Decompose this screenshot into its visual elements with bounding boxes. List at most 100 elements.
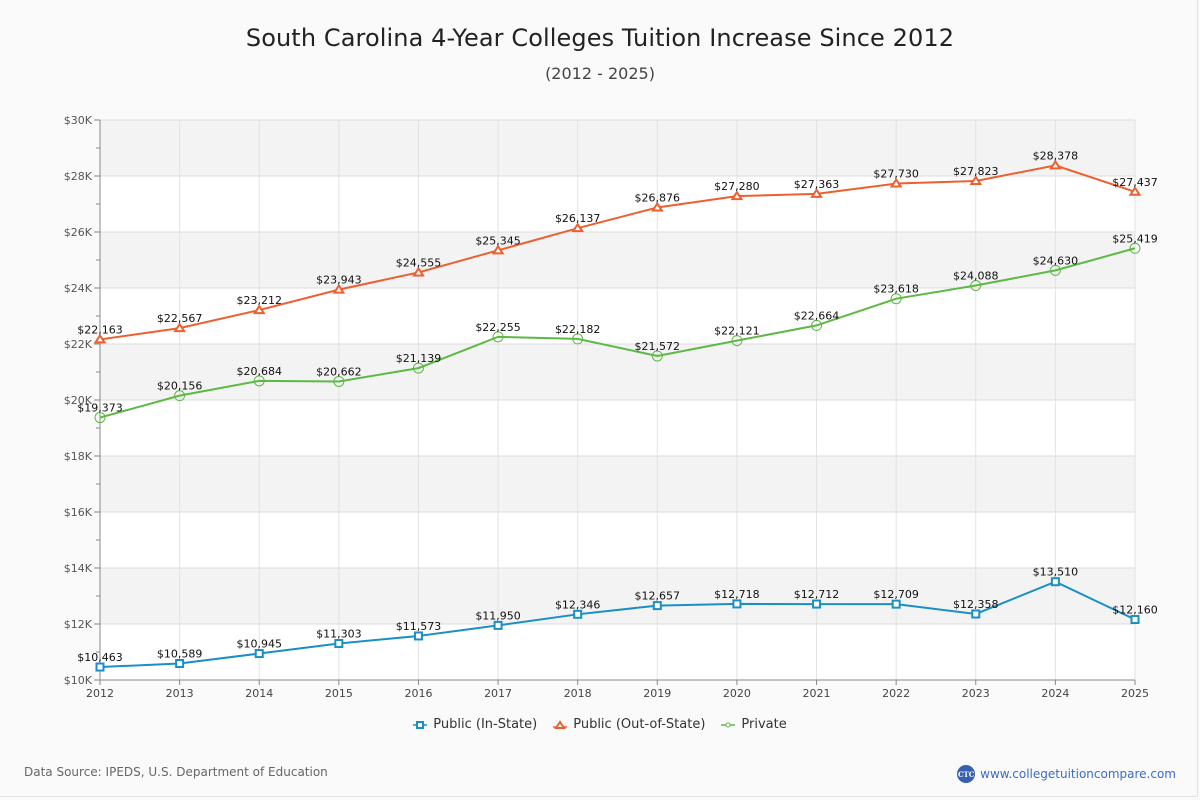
x-tick-label: 2020 (723, 687, 751, 700)
grid-band (100, 232, 1135, 288)
data-label: $26,137 (555, 212, 601, 225)
data-point-square[interactable] (1050, 577, 1060, 587)
y-tick-label: $14K (64, 562, 93, 575)
x-tick-label: 2019 (643, 687, 671, 700)
data-label: $12,358 (953, 598, 999, 611)
brand-link[interactable]: CTC www.collegetuitioncompare.com (957, 765, 1176, 783)
y-tick-label: $28K (64, 170, 93, 183)
data-point-square[interactable] (891, 599, 901, 609)
data-point-triangle[interactable] (412, 266, 425, 277)
x-tick-label: 2016 (404, 687, 432, 700)
x-tick-label: 2023 (962, 687, 990, 700)
y-tick-label: $26K (64, 226, 93, 239)
data-point-triangle[interactable] (1128, 185, 1142, 196)
y-tick-label: $22K (64, 338, 93, 351)
data-point-circle[interactable] (970, 280, 982, 292)
data-point-square[interactable] (971, 609, 981, 619)
data-point-circle[interactable] (572, 333, 584, 345)
data-label: $28,378 (1033, 149, 1079, 162)
data-point-triangle[interactable] (1049, 159, 1062, 170)
data-point-circle[interactable] (253, 375, 265, 387)
data-point-triangle[interactable] (969, 175, 983, 185)
data-label: $22,255 (475, 321, 521, 334)
data-point-triangle[interactable] (571, 222, 585, 233)
data-label: $22,163 (77, 323, 123, 336)
y-tick-label: $20K (64, 394, 93, 407)
data-point-triangle[interactable] (810, 187, 823, 198)
data-source: Data Source: IPEDS, U.S. Department of E… (24, 765, 328, 779)
data-point-circle[interactable] (492, 331, 504, 343)
data-label: $11,303 (316, 628, 362, 641)
series-line-public-out-of-state (99, 164, 1136, 341)
data-label: $20,662 (316, 365, 362, 378)
x-tick-label: 2012 (86, 687, 114, 700)
data-label: $19,373 (77, 402, 123, 415)
data-point-circle[interactable] (174, 390, 186, 402)
data-point-triangle[interactable] (332, 283, 346, 294)
data-point-circle[interactable] (890, 293, 902, 305)
data-label: $27,437 (1112, 176, 1158, 189)
legend-item-private[interactable]: Private (721, 717, 787, 732)
data-point-circle[interactable] (412, 362, 424, 374)
y-tick-label: $24K (64, 282, 93, 295)
data-point-circle[interactable] (94, 412, 106, 424)
data-point-square[interactable] (812, 599, 822, 609)
data-point-circle[interactable] (333, 375, 345, 387)
data-point-circle[interactable] (651, 350, 663, 362)
grid-band (100, 568, 1135, 624)
x-tick-label: 2018 (564, 687, 592, 700)
data-label: $27,280 (714, 180, 760, 193)
data-point-circle[interactable] (1049, 264, 1061, 276)
x-tick-label: 2025 (1121, 687, 1149, 700)
data-point-square[interactable] (493, 620, 503, 630)
x-tick-label: 2015 (325, 687, 353, 700)
legend-item-public-in-state[interactable]: Public (In-State) (413, 717, 537, 732)
data-point-square[interactable] (413, 631, 423, 641)
data-point-circle[interactable] (1129, 242, 1141, 254)
data-label: $12,718 (714, 588, 760, 601)
data-point-square[interactable] (1130, 615, 1140, 625)
grid-band (100, 344, 1135, 400)
y-tick-label: $12K (64, 618, 93, 631)
data-point-triangle[interactable] (491, 244, 505, 255)
data-label: $12,160 (1112, 604, 1158, 617)
data-label: $11,950 (475, 609, 521, 622)
legend-label: Public (In-State) (433, 717, 538, 732)
y-tick-label: $16K (64, 506, 93, 519)
data-point-triangle[interactable] (650, 201, 664, 212)
data-point-triangle[interactable] (889, 177, 903, 188)
data-point-triangle[interactable] (252, 304, 266, 315)
data-label: $21,572 (635, 340, 681, 353)
legend-label: Private (741, 717, 787, 732)
data-point-circle[interactable] (811, 319, 823, 331)
data-point-triangle[interactable] (173, 322, 186, 333)
square-marker-icon (413, 720, 428, 729)
x-tick-label: 2014 (245, 687, 273, 700)
data-label: $12,346 (555, 598, 601, 611)
data-point-triangle[interactable] (93, 333, 107, 344)
data-point-triangle[interactable] (730, 190, 744, 201)
data-point-circle[interactable] (731, 335, 743, 347)
data-label: $25,419 (1112, 232, 1158, 245)
data-point-square[interactable] (175, 659, 185, 669)
y-tick-label: $30K (64, 114, 93, 127)
data-label: $13,510 (1033, 566, 1079, 579)
data-point-square[interactable] (254, 649, 264, 659)
ctc-logo-icon: CTC (957, 765, 976, 783)
data-point-square[interactable] (573, 609, 583, 619)
data-label: $22,567 (157, 312, 203, 325)
legend-label: Public (Out-of-State) (573, 717, 706, 732)
x-tick-label: 2022 (882, 687, 910, 700)
legend-item-public-out-of-state[interactable]: Public (Out-of-State) (553, 717, 705, 732)
data-label: $22,182 (555, 323, 601, 336)
circle-marker-icon (721, 722, 736, 727)
data-label: $10,945 (236, 638, 282, 651)
data-label: $12,712 (794, 588, 840, 601)
data-point-square[interactable] (652, 601, 662, 611)
data-point-square[interactable] (334, 639, 344, 649)
data-point-square[interactable] (732, 599, 742, 609)
data-label: $11,573 (396, 620, 442, 633)
data-point-square[interactable] (95, 662, 105, 672)
